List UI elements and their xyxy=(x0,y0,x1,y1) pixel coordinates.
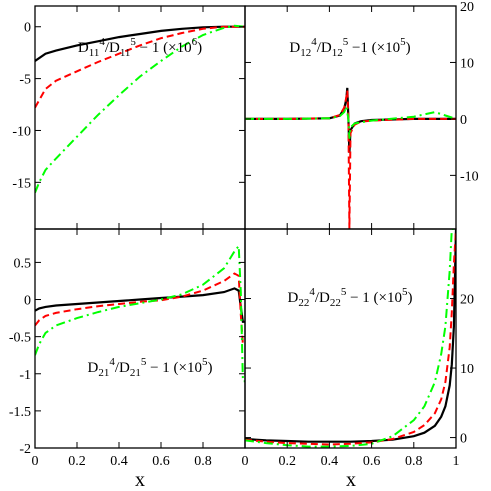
x-tick-label: 0.6 xyxy=(152,454,170,469)
x-axis-label-left: x xyxy=(135,469,145,491)
y-tick-label: 0 xyxy=(460,113,467,128)
y-tick-label: -2 xyxy=(19,442,31,457)
y-tick-label: -0.5 xyxy=(9,331,31,346)
series-line-2 xyxy=(245,229,456,446)
panel-title: D114/D115 − 1 (×106) xyxy=(78,36,202,59)
y-tick-label: 0.5 xyxy=(14,256,32,271)
panel-title: D224/D225 − 1 (×105) xyxy=(287,286,412,309)
plot-frame xyxy=(244,228,457,449)
x-tick-label: 0.4 xyxy=(321,454,339,469)
y-tick-label: 20 xyxy=(460,293,474,308)
series-line-2 xyxy=(35,25,245,109)
panel-top-left: 0 -5 -10 -15 D114/D115 − 1 (×106) xyxy=(12,5,246,230)
panel-bottom-right: 20 10 0 0 0.2 0.4 0.6 0.8 1 D224/D225 − 1 (×105) xyxy=(242,228,474,469)
x-tick-label: 0.8 xyxy=(194,454,212,469)
y-tick-label: 0 xyxy=(24,21,31,36)
panel-top-right: 20 10 0 -10 D124/D125 −1 (×105) xyxy=(244,0,479,230)
x-tick-label: 0.2 xyxy=(278,454,296,469)
y-tick-label: 20 xyxy=(460,0,474,15)
x-tick-label: 0.2 xyxy=(68,454,86,469)
y-tick-label: -1 xyxy=(19,368,31,383)
y-tick-label: -10 xyxy=(460,169,479,184)
x-tick-label: 0 xyxy=(32,454,39,469)
plot-area xyxy=(35,243,245,383)
series-line-3 xyxy=(35,243,245,383)
plot-area xyxy=(245,87,456,229)
panel-title: D124/D125 −1 (×105) xyxy=(289,36,410,59)
series-line-1 xyxy=(245,229,456,443)
plot-area xyxy=(245,229,456,448)
x-tick-label: 1 xyxy=(453,454,460,469)
x-tick-label: 0.4 xyxy=(110,454,128,469)
y-tick-label: -5 xyxy=(19,73,31,88)
y-tick-label: 10 xyxy=(460,362,474,377)
y-tick-label: 0 xyxy=(24,294,31,309)
y-tick-label: -15 xyxy=(12,176,31,191)
series-line-3 xyxy=(245,102,456,139)
y-tick-label: 10 xyxy=(460,56,474,71)
series-line-3 xyxy=(35,24,245,194)
x-tick-label: 0 xyxy=(242,454,249,469)
y-tick-label: 0 xyxy=(460,432,467,447)
y-tick-label: -10 xyxy=(12,124,31,139)
x-tick-label: 0.6 xyxy=(363,454,381,469)
series-line-3 xyxy=(245,229,456,448)
x-axis-label-right: x xyxy=(346,469,356,491)
panel-title: D214/D215 − 1 (×105) xyxy=(87,356,212,379)
plot-area xyxy=(35,24,245,194)
y-tick-label: -1.5 xyxy=(9,405,31,420)
x-tick-label: 0.8 xyxy=(405,454,423,469)
